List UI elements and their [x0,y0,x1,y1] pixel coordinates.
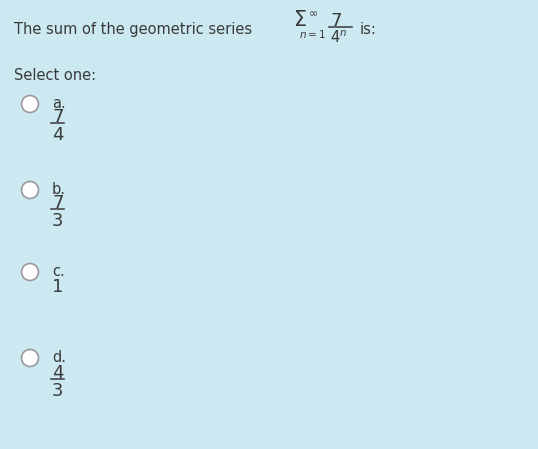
Text: c.: c. [52,264,65,279]
Text: $\mathregular{\Sigma}$: $\mathregular{\Sigma}$ [293,10,307,30]
Text: d.: d. [52,350,66,365]
Text: b.: b. [52,182,66,197]
Text: $4^n$: $4^n$ [330,29,347,46]
Text: 7: 7 [330,12,342,30]
Text: Select one:: Select one: [14,68,96,83]
Circle shape [22,349,39,366]
Circle shape [22,181,39,198]
Text: $n = 1$: $n = 1$ [299,28,326,40]
Text: 7: 7 [52,194,63,212]
Text: The sum of the geometric series: The sum of the geometric series [14,22,252,37]
Text: 3: 3 [52,382,63,400]
Text: 4: 4 [52,126,63,144]
Text: a.: a. [52,96,66,111]
Text: 4: 4 [52,364,63,382]
Circle shape [22,264,39,281]
Text: 7: 7 [52,108,63,126]
Text: 3: 3 [52,212,63,230]
Text: $\infty$: $\infty$ [308,8,318,18]
Circle shape [22,96,39,113]
Text: 1: 1 [52,278,63,296]
Text: is:: is: [360,22,377,37]
